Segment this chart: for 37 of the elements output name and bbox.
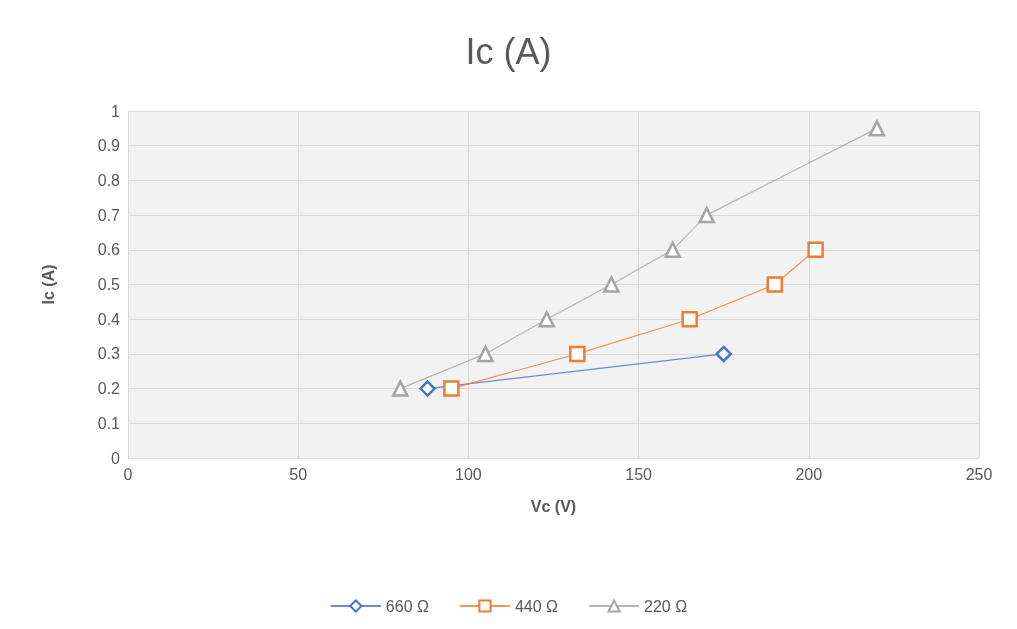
- x-tick-label: 100: [455, 465, 482, 483]
- y-tick-label: 0.5: [97, 276, 121, 293]
- point: [868, 120, 886, 137]
- point: [603, 276, 620, 293]
- x-tick-label: 200: [795, 465, 823, 483]
- y-axis-title: Ic (A): [39, 264, 57, 305]
- x-tick-label: 50: [289, 465, 308, 483]
- point: [538, 310, 555, 328]
- chart-title: Ic (A): [465, 30, 552, 72]
- point: [681, 310, 698, 328]
- point: [698, 206, 715, 224]
- x-axis-title: Vc (V): [530, 497, 577, 515]
- point: [807, 241, 824, 259]
- point: [477, 345, 494, 363]
- point: [443, 380, 460, 397]
- point: [664, 241, 681, 259]
- y-tick-label: 0.3: [97, 345, 121, 363]
- y-tick-label: 0.8: [97, 171, 121, 189]
- y-tick-label: 0.7: [97, 206, 121, 224]
- y-tick-label: 0: [111, 449, 121, 467]
- point: [766, 276, 784, 293]
- point: [419, 380, 436, 397]
- x-tick-label: 150: [625, 465, 653, 483]
- y-tick-label: 0.2: [97, 380, 121, 398]
- point: [715, 345, 732, 363]
- y-tick-label: 1: [111, 102, 121, 120]
- y-tick-label: 0.9: [97, 137, 121, 155]
- y-tick-label: 0.4: [97, 310, 121, 328]
- point: [569, 345, 586, 363]
- x-tick-label: 0: [123, 465, 133, 483]
- legend-label: 440 Ω: [514, 597, 559, 615]
- x-tick-label: 250: [965, 465, 993, 483]
- legend-label: 660 Ω: [385, 597, 429, 615]
- point: [392, 380, 409, 397]
- legend-label: 220 Ω: [644, 597, 688, 615]
- y-tick-label: 0.6: [97, 241, 121, 259]
- y-tick-label: 0.1: [97, 414, 121, 432]
